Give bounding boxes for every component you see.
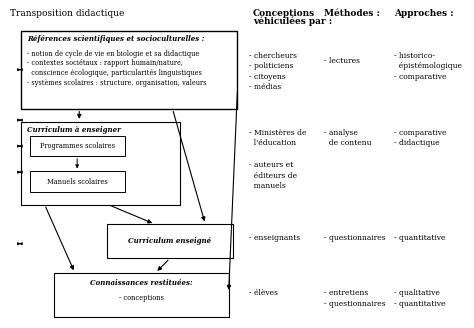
Text: Transposition didactique: Transposition didactique xyxy=(10,9,124,17)
Text: Programmes scolaires: Programmes scolaires xyxy=(40,142,115,150)
FancyBboxPatch shape xyxy=(29,136,125,156)
Text: - entretiens
- questionnaires: - entretiens - questionnaires xyxy=(324,289,385,308)
Text: - notion de cycle de vie en biologie et sa didactique
- contextes sociétaux : ra: - notion de cycle de vie en biologie et … xyxy=(27,50,207,87)
Text: Curriculum enseigné: Curriculum enseigné xyxy=(128,237,211,245)
FancyBboxPatch shape xyxy=(54,273,228,317)
Text: - enseignants: - enseignants xyxy=(248,234,300,242)
Text: Références scientifiques et socioculturelles :: Références scientifiques et socioculture… xyxy=(27,34,205,43)
FancyBboxPatch shape xyxy=(107,224,233,258)
Text: - questionnaires: - questionnaires xyxy=(324,234,385,242)
Text: Approches :: Approches : xyxy=(394,9,454,17)
Text: - historico-
  épistémologique
- comparative: - historico- épistémologique - comparati… xyxy=(393,52,462,81)
Text: - Ministères de
  l'éducation: - Ministères de l'éducation xyxy=(248,129,306,147)
Text: véhiculées par :: véhiculées par : xyxy=(253,16,332,26)
Text: - analyse
  de contenu: - analyse de contenu xyxy=(324,129,371,147)
Text: - lectures: - lectures xyxy=(324,57,360,65)
Text: Curriculum à enseigner: Curriculum à enseigner xyxy=(27,126,121,133)
Text: - qualitative
- quantitative: - qualitative - quantitative xyxy=(393,289,445,308)
Text: Méthodes :: Méthodes : xyxy=(324,9,380,17)
Text: - quantitative: - quantitative xyxy=(393,234,445,242)
Text: Manuels scolaires: Manuels scolaires xyxy=(47,177,108,186)
Text: - comparative
- didactique: - comparative - didactique xyxy=(393,129,446,147)
Text: - conceptions: - conceptions xyxy=(119,294,164,302)
FancyBboxPatch shape xyxy=(21,31,237,109)
FancyBboxPatch shape xyxy=(21,122,180,205)
FancyBboxPatch shape xyxy=(29,172,125,192)
Text: - élèves: - élèves xyxy=(248,289,278,297)
Text: - chercheurs
- politiciens
- citoyens
- médias: - chercheurs - politiciens - citoyens - … xyxy=(248,52,297,91)
Text: Conceptions: Conceptions xyxy=(253,9,315,17)
Text: - auteurs et
  éditeurs de
  manuels: - auteurs et éditeurs de manuels xyxy=(248,161,297,190)
Text: Connaissances restituées:: Connaissances restituées: xyxy=(90,279,192,287)
